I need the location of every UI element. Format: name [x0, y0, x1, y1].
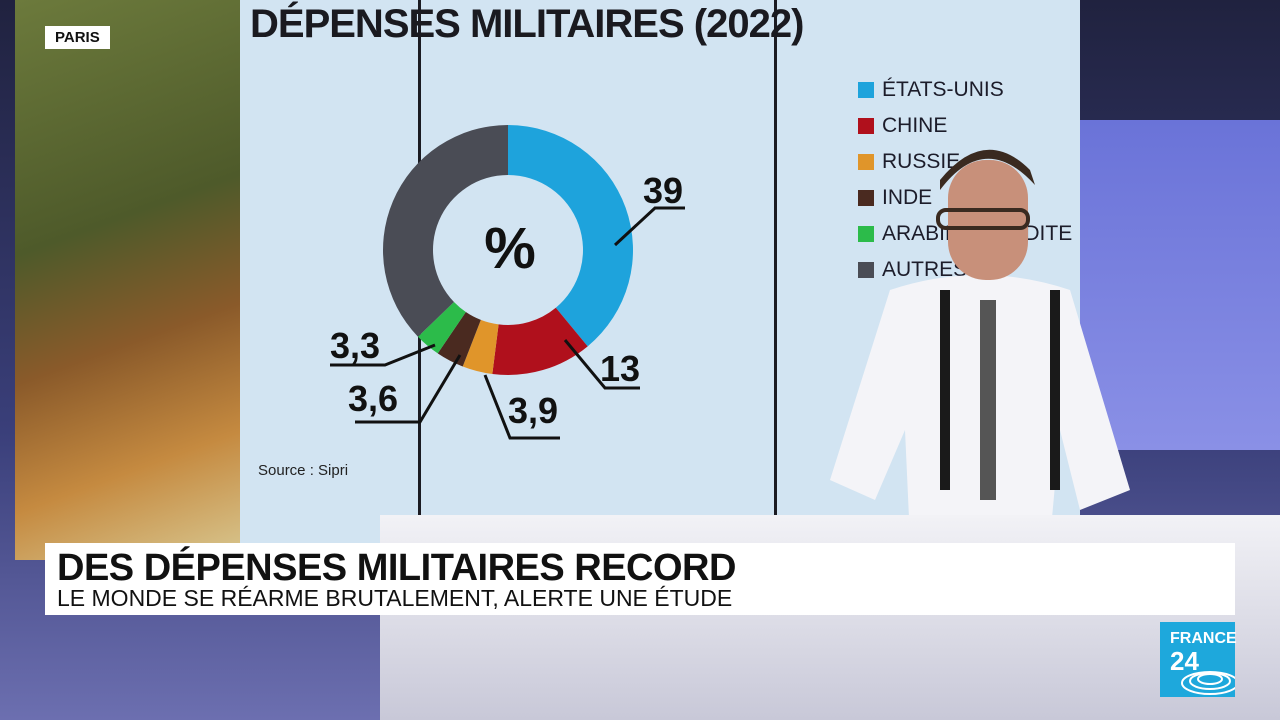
logo-number: 24: [1170, 646, 1199, 676]
donut-slice-1: [508, 125, 634, 347]
donut-slice-4: [437, 312, 481, 367]
legend-label: CHINE: [882, 114, 948, 137]
legend-label: ÉTATS-UNIS: [882, 78, 1004, 101]
ammunition-photo: [15, 0, 240, 560]
screen-seam: [774, 0, 777, 545]
legend-swatch: [858, 118, 874, 134]
data-label-india: 3,6: [348, 378, 399, 419]
data-label-china: 13: [600, 348, 641, 389]
legend-item: ÉTATS-UNIS: [858, 78, 1004, 102]
data-label-russia: 3,9: [508, 390, 559, 431]
legend-swatch: [858, 190, 874, 206]
presenter: [830, 149, 1130, 540]
legend-swatch: [858, 154, 874, 170]
legend-item: AUTRES: [858, 258, 967, 282]
legend-label: INDE: [882, 186, 933, 209]
leader-lines: [330, 206, 685, 440]
headline: DES DÉPENSES MILITAIRES RECORD: [57, 547, 736, 589]
source-note: Source : Sipri: [258, 462, 349, 479]
legend-label: RUSSIE: [882, 150, 961, 173]
graphic-title: DÉPENSES MILITAIRES (2022): [250, 2, 804, 46]
legend-swatch: [858, 82, 874, 98]
data-label-saudi: 3,3: [330, 325, 381, 366]
location-tag: PARIS: [45, 26, 110, 49]
lower-third-banner: DES DÉPENSES MILITAIRES RECORD LE MONDE …: [45, 543, 1235, 615]
donut-slice-5: [417, 302, 466, 354]
center-symbol: %: [484, 216, 536, 281]
data-label-usa: 39: [643, 170, 684, 211]
donut-slice-3: [462, 319, 499, 375]
donut-slice-6: [383, 125, 508, 337]
legend-item: INDE: [858, 186, 932, 210]
france24-logo: FRANCE 24: [1160, 622, 1237, 697]
logo-waves-icon: [1181, 671, 1235, 695]
logo-text: FRANCE: [1170, 630, 1237, 647]
legend-label: AUTRES: [882, 258, 968, 281]
legend-item: RUSSIE: [858, 150, 960, 174]
donut-slice-2: [492, 307, 588, 375]
legend-swatch: [858, 226, 874, 242]
legend-swatch: [858, 262, 874, 278]
legend-item: CHINE: [858, 114, 947, 138]
subheadline: LE MONDE SE RÉARME BRUTALEMENT, ALERTE U…: [57, 585, 733, 611]
studio-wall: [1080, 120, 1280, 450]
